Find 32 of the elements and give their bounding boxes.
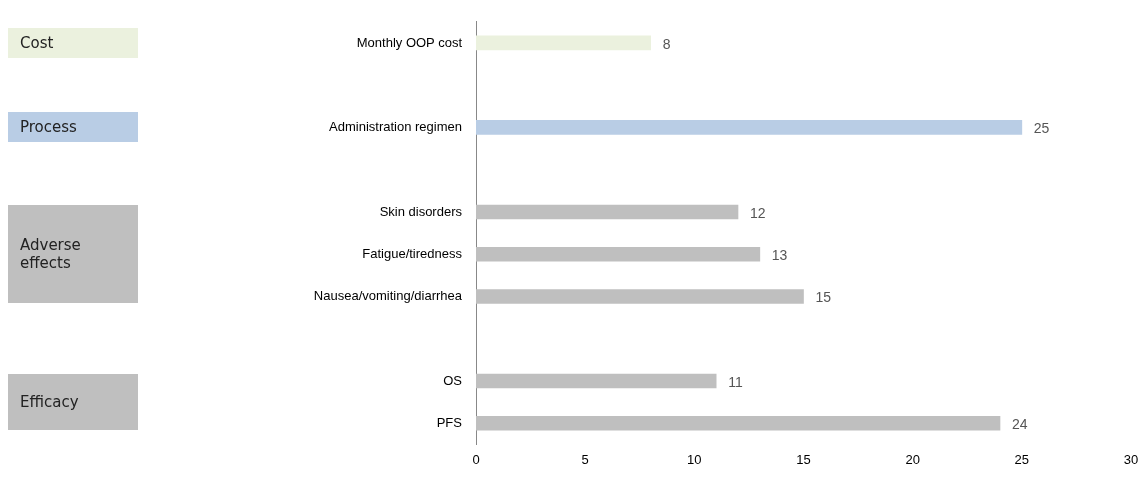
label-box: Process: [8, 112, 138, 143]
y-tick-label: Nausea/vomiting/diarrhea: [313, 288, 463, 304]
data-label: 24: [1012, 416, 1028, 433]
x-tick-label: 20: [905, 451, 920, 467]
bar: [476, 373, 717, 389]
x-tick-label: 5: [581, 451, 589, 467]
x-tick-label: 25: [1014, 451, 1030, 467]
x-tick-label: 10: [687, 451, 702, 467]
y-tick-label: Skin disorders: [379, 203, 463, 219]
bar: [476, 204, 739, 220]
label-box: Efficacy: [8, 374, 138, 431]
bar: [476, 289, 804, 304]
data-label: 12: [750, 204, 766, 221]
data-label: 8: [662, 35, 671, 52]
y-tick-label: Fatigue/tiredness: [362, 245, 463, 261]
data-label: 15: [815, 289, 832, 306]
y-tick-label: OS: [443, 372, 463, 388]
data-label: 11: [728, 373, 743, 390]
x-tick-label: 15: [796, 451, 811, 467]
label-box: Cost: [8, 27, 138, 58]
data-label: 13: [771, 247, 788, 264]
data-label: 25: [1033, 120, 1050, 137]
y-tick-label: Monthly OOP cost: [356, 34, 463, 50]
label-box: Adverse effects: [8, 204, 138, 304]
bar: [476, 246, 761, 262]
bar: [476, 35, 651, 51]
bar: [476, 415, 1001, 431]
y-tick-label: PFS: [436, 414, 463, 430]
x-tick-label: 0: [472, 451, 480, 467]
x-tick-label: 30: [1123, 451, 1139, 467]
bar: [476, 120, 1023, 135]
y-tick-label: Administration regimen: [329, 119, 462, 135]
